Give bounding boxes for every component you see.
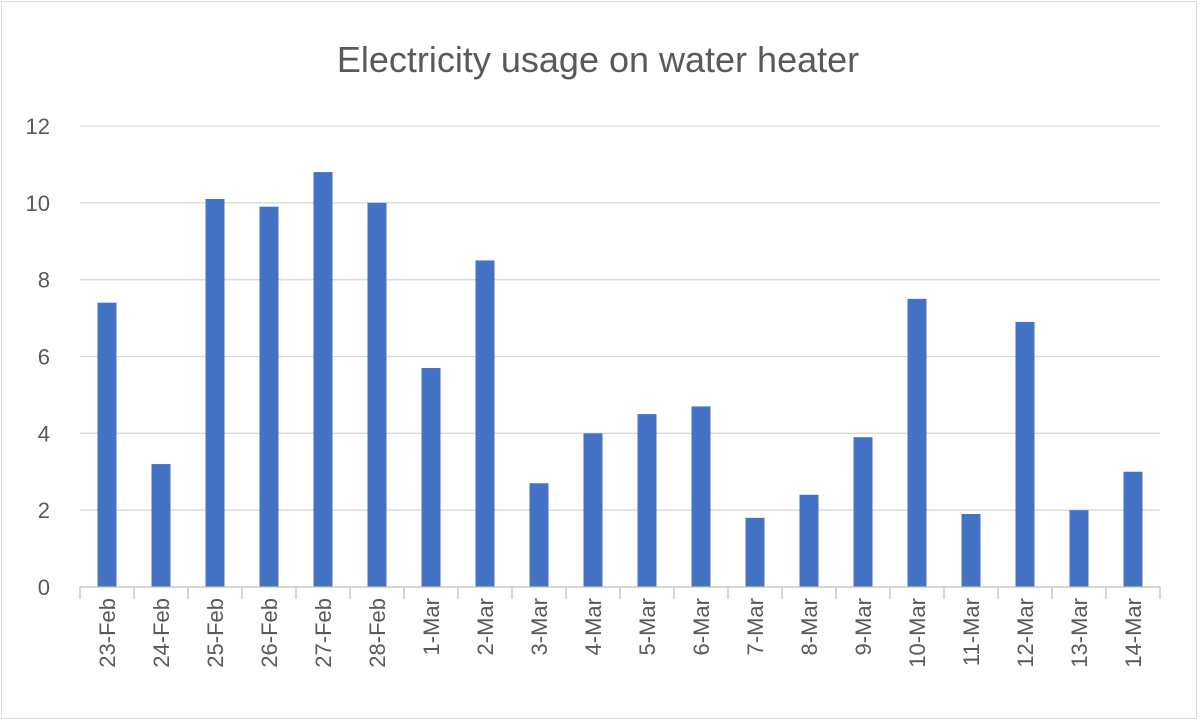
x-tick-label: 25-Feb xyxy=(203,598,228,668)
x-tick-label: 6-Mar xyxy=(689,598,714,655)
bar-9-Mar xyxy=(853,437,873,587)
x-tick-label: 14-Mar xyxy=(1121,598,1146,668)
bar-7-Mar xyxy=(745,517,765,587)
x-tick-label: 11-Mar xyxy=(959,598,984,666)
bar-2-Mar xyxy=(475,260,495,587)
x-tick-label: 23-Feb xyxy=(95,598,120,668)
bar-3-Mar xyxy=(529,483,549,587)
x-tick-label: 24-Feb xyxy=(149,598,174,668)
bar-1-Mar xyxy=(421,368,441,587)
bar-14-Mar xyxy=(1123,471,1143,587)
bar-10-Mar xyxy=(907,298,927,587)
y-tick-label: 6 xyxy=(38,345,50,370)
y-tick-label: 0 xyxy=(38,575,50,600)
bar-4-Mar xyxy=(583,433,603,587)
x-tick-label: 1-Mar xyxy=(419,598,444,655)
bar-24-Feb xyxy=(151,464,171,587)
bar-26-Feb xyxy=(259,206,279,588)
gridlines xyxy=(80,125,1160,511)
bar-12-Mar xyxy=(1015,321,1035,587)
x-tick-label: 28-Feb xyxy=(365,598,390,668)
y-tick-label: 12 xyxy=(26,114,50,139)
bar-23-Feb xyxy=(97,302,117,587)
y-axis-ticks: 0 2 4 6 8 10 12 xyxy=(26,114,50,600)
y-tick-label: 10 xyxy=(26,191,50,216)
x-axis: 23-Feb 24-Feb 25-Feb 26-Feb 27-Feb 28-Feb 1-Ma… xyxy=(79,586,1161,668)
bar-13-Mar xyxy=(1069,510,1089,587)
bar-28-Feb xyxy=(367,202,387,588)
bar-8-Mar xyxy=(799,494,819,587)
x-tick-label: 12-Mar xyxy=(1013,598,1038,668)
bar-6-Mar xyxy=(691,406,711,587)
x-tick-label: 13-Mar xyxy=(1067,598,1092,668)
x-tick-label: 8-Mar xyxy=(797,598,822,655)
x-tick-label: 3-Mar xyxy=(527,598,552,655)
chart-title: Electricity usage on water heater xyxy=(337,39,859,80)
y-tick-label: 2 xyxy=(38,498,50,523)
x-tick-label: 10-Mar xyxy=(905,598,930,668)
bars xyxy=(97,172,1143,588)
x-tick-label: 4-Mar xyxy=(581,598,606,655)
x-tick-label: 5-Mar xyxy=(635,598,660,655)
bar-5-Mar xyxy=(637,414,657,587)
bar-25-Feb xyxy=(205,198,225,587)
bar-11-Mar xyxy=(961,514,981,587)
x-tick-label: 26-Feb xyxy=(257,598,282,668)
x-tick-label: 7-Mar xyxy=(743,598,768,655)
y-tick-label: 4 xyxy=(38,421,50,446)
x-tick-label: 9-Mar xyxy=(851,598,876,655)
x-tick-label: 2-Mar xyxy=(473,598,498,655)
bar-27-Feb xyxy=(313,172,333,587)
y-tick-label: 8 xyxy=(38,268,50,293)
x-tick-label: 27-Feb xyxy=(311,598,336,668)
